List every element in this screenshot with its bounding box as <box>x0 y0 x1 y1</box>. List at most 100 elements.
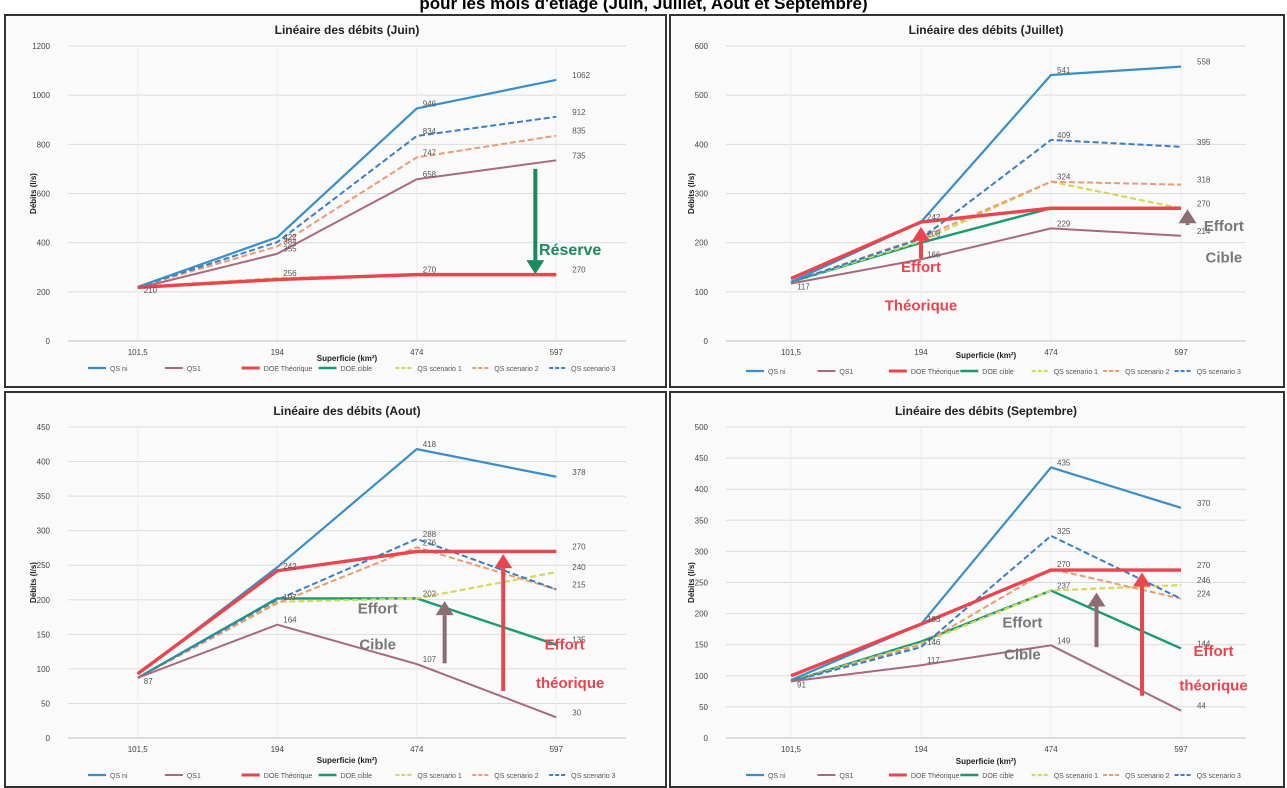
chart-svg-septembre: Linéaire des débits (Septembre) 0 50 100 150… <box>687 404 1248 780</box>
legend-label: QS1 <box>839 773 853 780</box>
x-tick-label: 474 <box>1044 745 1058 754</box>
series-line-qsni <box>790 65 1182 283</box>
x-tick-label: 597 <box>1174 348 1188 357</box>
annotation-text: Cible <box>359 637 396 654</box>
series-line-doe_theo <box>137 272 557 290</box>
y-tick-label: 0 <box>46 337 51 346</box>
legend-label: QS scenario 2 <box>1125 369 1169 376</box>
x-tick-label: 474 <box>410 348 424 357</box>
x-tick-label: 101,5 <box>781 745 802 754</box>
series-line-doe_cible <box>790 589 1182 683</box>
legend-label: DOE Théorique <box>911 773 960 780</box>
annotation-text: théorique <box>536 675 604 692</box>
y-tick-label: 0 <box>704 337 709 346</box>
data-label: 242 <box>927 213 941 222</box>
legend-label: QS ni <box>110 366 128 373</box>
legend-label: DOE cible <box>982 773 1014 780</box>
series-line-qs1 <box>137 623 557 719</box>
y-tick-label: 200 <box>695 610 709 619</box>
legend-label: DOE Théorique <box>264 773 313 780</box>
chart-title: Linéaire des débits (Aout) <box>273 404 420 418</box>
x-tick-label: 597 <box>1174 745 1188 754</box>
y-tick-label: 100 <box>695 288 709 297</box>
series-line-sc1 <box>790 583 1182 683</box>
x-tick-label: 597 <box>550 348 564 357</box>
legend-label: QS ni <box>768 369 786 376</box>
y-tick-label: 0 <box>46 734 51 743</box>
series-line-sc3 <box>137 537 557 679</box>
data-label: 237 <box>1057 582 1071 591</box>
data-label: 144 <box>1197 639 1211 648</box>
legend-label: DOE cible <box>341 366 373 373</box>
x-axis-label: Superficie (km²) <box>317 756 378 765</box>
y-tick-label: 400 <box>37 458 51 467</box>
y-axis-label: Débits (l/s) <box>687 173 696 214</box>
legend-label: QS ni <box>768 773 786 780</box>
arrow-head <box>435 601 454 616</box>
data-label: 1062 <box>572 71 590 80</box>
data-label: 214 <box>1197 227 1211 236</box>
data-label: 418 <box>423 440 437 449</box>
series-line-sc1 <box>137 571 557 679</box>
x-axis-label: Superficie (km²) <box>317 354 378 363</box>
y-tick-label: 350 <box>37 492 51 501</box>
data-label: 135 <box>572 636 586 645</box>
annotation-text: Théorique <box>885 298 958 315</box>
x-tick-label: 194 <box>914 745 928 754</box>
y-tick-label: 200 <box>37 596 51 605</box>
arrow-head <box>912 226 930 241</box>
annotation-text: Cible <box>1004 647 1041 664</box>
data-label: 164 <box>283 616 297 625</box>
series-line-doe_cible <box>790 207 1181 284</box>
legend-label: DOE cible <box>341 773 373 780</box>
data-label: 224 <box>1197 590 1211 599</box>
series-line-qs1 <box>790 644 1182 712</box>
series-line-sc3 <box>790 534 1182 683</box>
data-label: 276 <box>423 538 437 547</box>
chart-panel-juin: Linéaire des débits (Juin) 0 200 400 600 800 1… <box>4 14 667 388</box>
y-axis-label: Débits (l/s) <box>687 562 696 603</box>
chart-panel-juillet: Linéaire des débits (Juillet) 0 100 200 300 4… <box>669 14 1285 388</box>
annotation-text: Effort <box>545 637 585 654</box>
y-tick-label: 450 <box>695 454 709 463</box>
legend-label: QS1 <box>187 773 201 780</box>
data-label: 355 <box>283 245 297 254</box>
legend-label: QS scenario 1 <box>417 773 461 780</box>
chart-title: Linéaire des débits (Juillet) <box>909 23 1064 37</box>
series-line-sc2 <box>137 546 557 679</box>
y-tick-label: 400 <box>695 485 709 494</box>
legend-label: DOE Théorique <box>911 369 960 376</box>
legend-label: QS1 <box>839 369 853 376</box>
data-label: 912 <box>572 108 586 117</box>
data-label: 395 <box>1197 138 1211 147</box>
data-label: 30 <box>572 708 581 717</box>
legend-label: QS scenario 1 <box>1054 773 1098 780</box>
legend-label: QS scenario 3 <box>571 366 615 373</box>
data-label: 270 <box>572 542 586 551</box>
annotation-text: Cible <box>1206 249 1243 266</box>
legend-label: DOE cible <box>982 369 1014 376</box>
y-tick-label: 600 <box>695 42 709 51</box>
data-label: 658 <box>423 170 437 179</box>
data-label: 378 <box>572 468 586 477</box>
series-line-qsni <box>137 78 557 288</box>
y-tick-label: 250 <box>37 561 51 570</box>
legend-label: QS scenario 3 <box>571 773 615 780</box>
series-line-doe_theo <box>790 568 1181 678</box>
y-tick-label: 50 <box>699 703 708 712</box>
arrow-head <box>1087 592 1106 607</box>
x-tick-label: 597 <box>550 745 564 754</box>
legend-label: QS scenario 3 <box>1197 773 1241 780</box>
data-label: 324 <box>1057 173 1071 182</box>
series-line-doe_theo <box>136 549 557 676</box>
data-label: 91 <box>797 680 806 689</box>
y-tick-label: 150 <box>695 641 709 650</box>
data-label: 558 <box>1197 58 1211 67</box>
data-label: 325 <box>1057 527 1071 536</box>
annotation-text: Réserve <box>539 242 601 259</box>
y-tick-label: 1200 <box>32 42 50 51</box>
annotation-text: théorique <box>1179 678 1247 695</box>
series-line-qs1 <box>137 159 557 290</box>
series-line-qsni <box>790 466 1182 682</box>
